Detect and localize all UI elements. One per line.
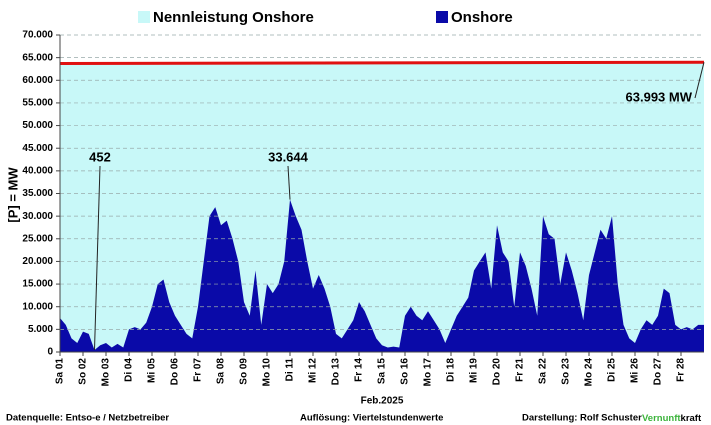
y-tick-label: 5.000 xyxy=(28,324,53,335)
x-tick-label: Fr 21 xyxy=(515,358,526,382)
x-tick-label: Di 04 xyxy=(124,358,135,382)
x-tick-label: Mo 24 xyxy=(584,358,595,387)
x-tick-label: Do 06 xyxy=(170,358,181,386)
y-tick-label: 45.000 xyxy=(22,143,53,154)
y-tick-label: 60.000 xyxy=(22,75,53,86)
annotation-leader xyxy=(287,165,291,200)
footer-brand: Vernunftkraft xyxy=(642,413,702,424)
area xyxy=(60,199,704,352)
x-tick-label: Di 11 xyxy=(285,358,296,382)
legend-label: Nennleistung Onshore xyxy=(153,9,314,26)
x-tick-label: Do 13 xyxy=(331,358,342,386)
x-tick-label: So 23 xyxy=(561,358,572,385)
y-axis-label: [P] = MW xyxy=(5,167,20,223)
annotation: 63.993 MW xyxy=(626,89,693,104)
x-tick-label: Mi 05 xyxy=(147,358,158,383)
legend-label: Onshore xyxy=(451,9,513,26)
x-tick-label: Do 20 xyxy=(492,358,503,386)
x-tick-label: Mo 03 xyxy=(101,358,112,387)
x-tick-label: So 16 xyxy=(400,358,411,385)
x-tick-label: So 02 xyxy=(78,358,89,385)
y-tick-label: 55.000 xyxy=(22,98,53,109)
y-tick-label: 50.000 xyxy=(22,120,53,131)
x-tick-label: Sa 08 xyxy=(216,358,227,385)
y-tick-label: 25.000 xyxy=(22,233,53,244)
y-tick-label: 20.000 xyxy=(22,256,53,267)
x-tick-label: Sa 22 xyxy=(538,358,549,385)
annotation: 452 xyxy=(89,149,111,164)
y-tick-label: 10.000 xyxy=(22,301,53,312)
x-tick-label: Fr 07 xyxy=(193,358,204,382)
y-tick-label: 65.000 xyxy=(22,52,53,63)
annotation: 33.644 xyxy=(268,149,309,164)
y-tick-label: 35.000 xyxy=(22,188,53,199)
x-tick-label: Sa 01 xyxy=(55,358,66,385)
x-tick-label: Mi 26 xyxy=(630,358,641,383)
footer-source: Datenquelle: Entso-e / Netzbetreiber xyxy=(6,413,169,424)
x-tick-label: Mo 17 xyxy=(423,358,434,387)
y-tick-label: 70.000 xyxy=(22,30,53,41)
y-tick-label: 15.000 xyxy=(22,279,53,290)
legend-swatch xyxy=(138,11,150,23)
x-tick-label: Mo 10 xyxy=(262,358,273,387)
plot xyxy=(59,60,705,353)
x-tick-label: Mi 12 xyxy=(308,358,319,383)
annotation-leader xyxy=(94,165,101,350)
footer-resolution: Auflösung: Viertelstundenwerte xyxy=(300,413,443,424)
capacity-line xyxy=(59,60,705,66)
footer-author: Darstellung: Rolf Schuster xyxy=(522,413,642,424)
y-tick-label: 40.000 xyxy=(22,165,53,176)
x-tick-label: Do 27 xyxy=(653,358,664,386)
y-tick-label: 0 xyxy=(47,347,53,358)
x-tick-label: Fr 28 xyxy=(676,358,687,382)
annotation-leader xyxy=(694,62,705,99)
x-tick-label: Di 18 xyxy=(446,358,457,382)
brand-green: Vernunft xyxy=(642,413,681,424)
x-tick-label: Sa 15 xyxy=(377,358,388,385)
x-tick-label: Di 25 xyxy=(607,358,618,382)
y-tick-label: 30.000 xyxy=(22,211,53,222)
x-tick-label: So 09 xyxy=(239,358,250,385)
x-tick-label: Fr 14 xyxy=(354,358,365,382)
x-axis-label: Feb.2025 xyxy=(361,396,404,407)
brand-black: kraft xyxy=(681,413,702,424)
legend-swatch xyxy=(436,11,448,23)
x-tick-label: Mi 19 xyxy=(469,358,480,383)
